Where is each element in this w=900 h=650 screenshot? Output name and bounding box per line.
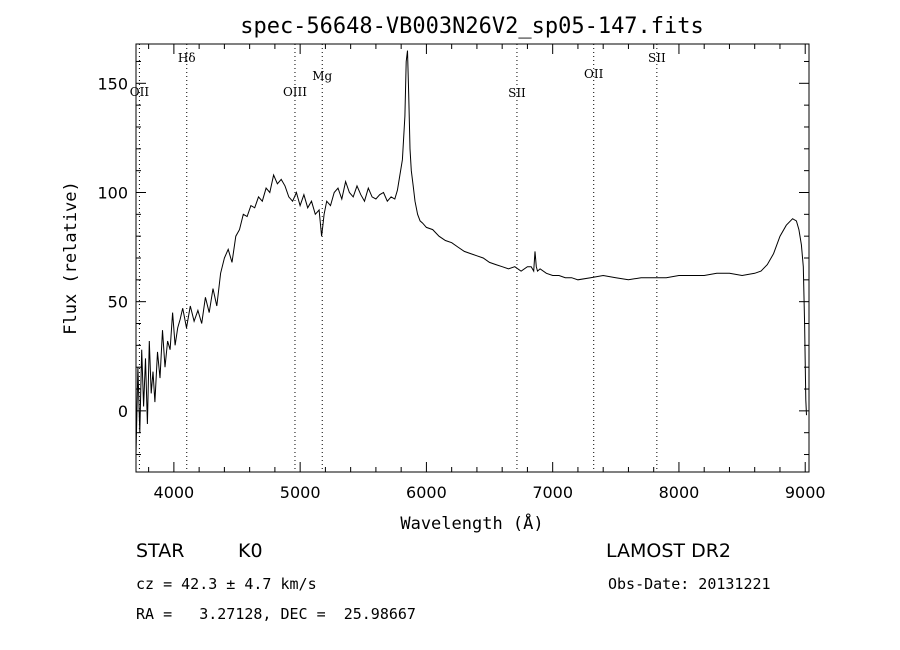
- series-line: [135, 50, 807, 455]
- x-tick-label: 6000: [406, 483, 447, 502]
- y-tick-label: 100: [97, 183, 128, 202]
- y-tick-label: 150: [97, 74, 128, 93]
- spectral-line-label: OIII: [283, 85, 307, 99]
- obs-date: Obs-Date: 20131221: [608, 575, 771, 593]
- coordinates: RA = 3.27128, DEC = 25.98667: [136, 605, 416, 623]
- spectral-line-label: SII: [648, 51, 666, 65]
- spectral-line-markers: OII Hδ OIII Mg SII OII SII: [130, 44, 666, 472]
- x-tick-label: 4000: [154, 483, 195, 502]
- spectral-line-label: Hδ: [178, 51, 196, 65]
- y-tick-label: 50: [108, 293, 128, 312]
- chart-title: spec-56648-VB003N26V2_sp05-147.fits: [240, 14, 704, 39]
- object-subclass: K0: [238, 540, 263, 562]
- x-tick-label: 5000: [280, 483, 321, 502]
- velocity-readout: cz = 42.3 ± 4.7 km/s: [136, 575, 317, 593]
- plot-frame: [135, 43, 810, 473]
- y-tick-label: 0: [118, 402, 128, 421]
- spectral-line-label: OII: [130, 85, 150, 99]
- axis-ticks: 4000 5000 6000 7000 8000 9000 0 50 100 150: [97, 44, 826, 502]
- survey-name: LAMOST DR2: [606, 540, 731, 562]
- spectral-line-label: OII: [584, 67, 604, 81]
- spectral-line-label: SII: [508, 86, 526, 100]
- y-axis-label: Flux (relative): [61, 181, 81, 335]
- x-tick-label: 9000: [785, 483, 826, 502]
- object-class: STAR: [136, 540, 185, 562]
- x-tick-label: 8000: [659, 483, 700, 502]
- x-axis-label: Wavelength (Å): [400, 512, 543, 534]
- spectral-line-label: Mg: [312, 69, 332, 83]
- x-tick-label: 7000: [532, 483, 573, 502]
